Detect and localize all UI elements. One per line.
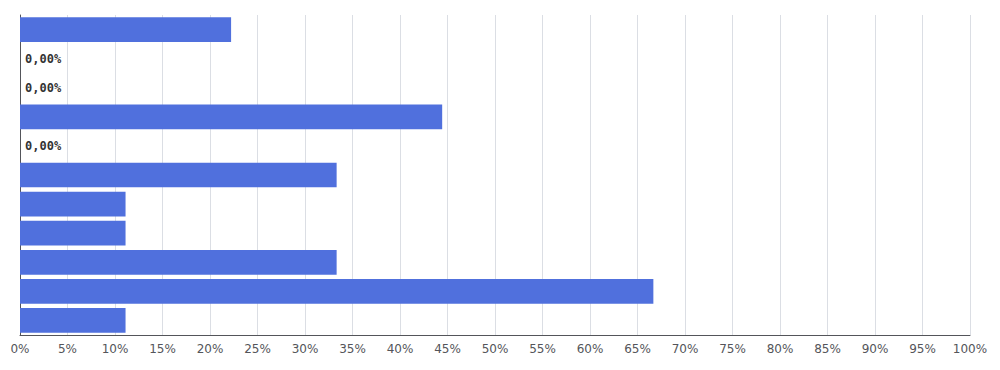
svg-text:85%: 85% xyxy=(814,342,841,356)
svg-text:60%: 60% xyxy=(577,342,604,356)
svg-text:35%: 35% xyxy=(339,342,366,356)
svg-text:20%: 20% xyxy=(197,342,224,356)
svg-text:15%: 15% xyxy=(149,342,176,356)
svg-text:0,00%: 0,00% xyxy=(25,81,62,95)
svg-text:70%: 70% xyxy=(672,342,699,356)
svg-text:75%: 75% xyxy=(719,342,746,356)
svg-text:0,00%: 0,00% xyxy=(25,52,62,66)
svg-text:90%: 90% xyxy=(862,342,889,356)
svg-text:30%: 30% xyxy=(292,342,319,356)
svg-text:0%: 0% xyxy=(10,342,29,356)
svg-text:80%: 80% xyxy=(767,342,794,356)
svg-text:10%: 10% xyxy=(102,342,129,356)
svg-text:45%: 45% xyxy=(434,342,461,356)
svg-text:0,00%: 0,00% xyxy=(25,139,62,153)
svg-text:50%: 50% xyxy=(482,342,509,356)
svg-text:25%: 25% xyxy=(244,342,271,356)
svg-text:55%: 55% xyxy=(529,342,556,356)
svg-text:40%: 40% xyxy=(387,342,414,356)
svg-text:5%: 5% xyxy=(58,342,77,356)
svg-text:65%: 65% xyxy=(624,342,651,356)
svg-text:100%: 100% xyxy=(953,342,987,356)
svg-text:95%: 95% xyxy=(909,342,936,356)
